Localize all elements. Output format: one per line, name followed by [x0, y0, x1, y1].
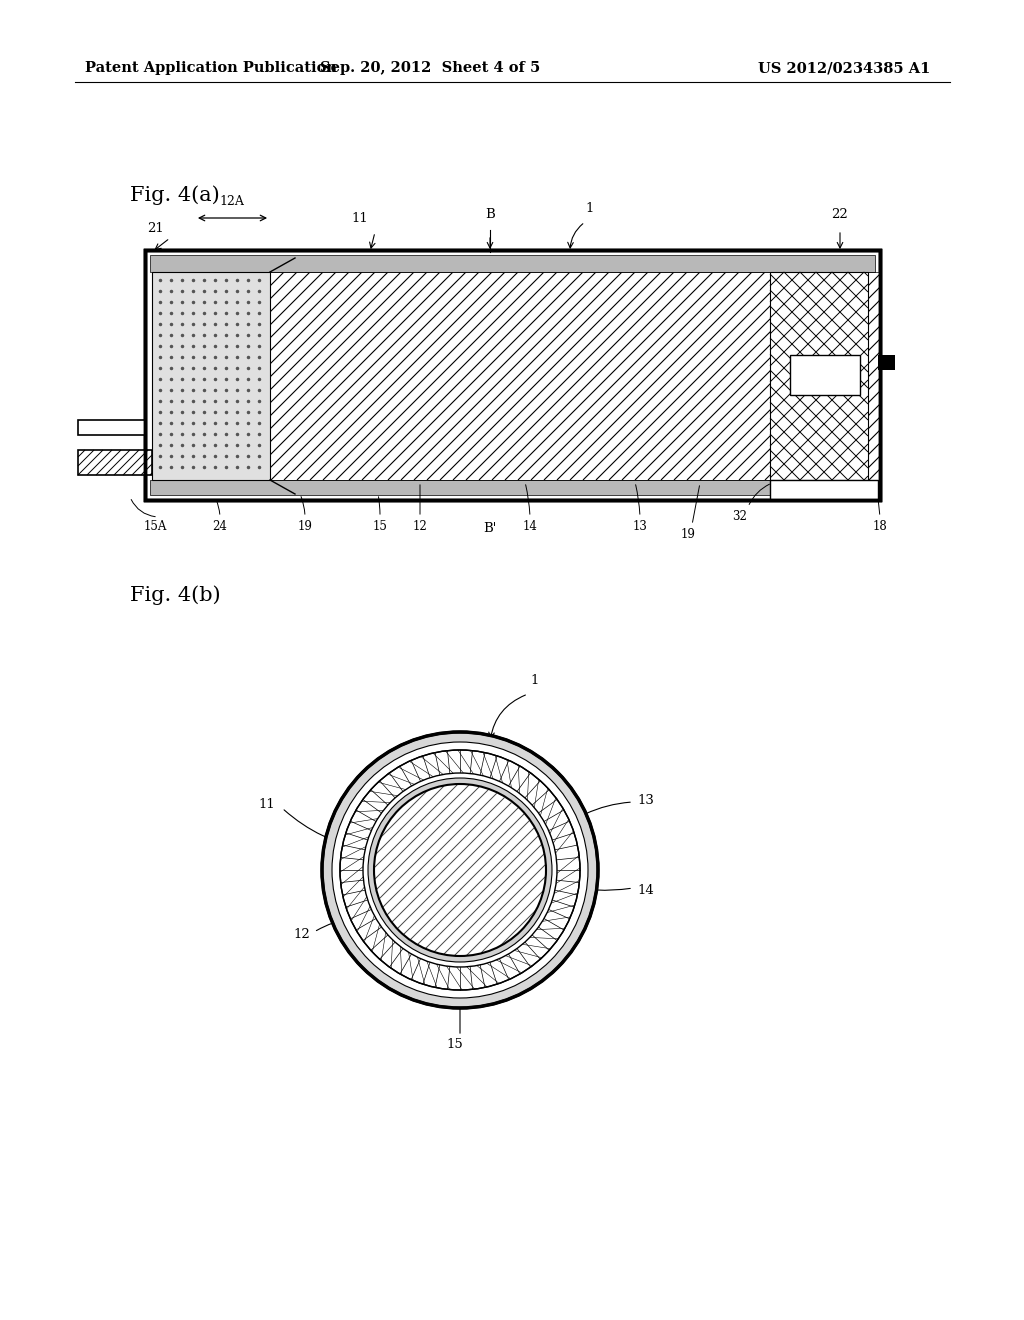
Bar — [270, 272, 880, 480]
Circle shape — [332, 742, 588, 998]
Text: 15A: 15A — [143, 520, 167, 533]
Text: 19: 19 — [681, 528, 695, 541]
Circle shape — [322, 733, 598, 1008]
Bar — [878, 355, 895, 370]
Text: 12A: 12A — [219, 195, 245, 209]
Text: US 2012/0234385 A1: US 2012/0234385 A1 — [758, 61, 930, 75]
Text: 14: 14 — [638, 883, 654, 896]
Text: 22: 22 — [831, 209, 848, 220]
Text: 15: 15 — [373, 520, 387, 533]
Circle shape — [368, 777, 552, 962]
Text: 19: 19 — [298, 520, 312, 533]
Bar — [770, 272, 868, 480]
Text: Patent Application Publication: Patent Application Publication — [85, 61, 337, 75]
Bar — [78, 420, 145, 436]
Text: 32: 32 — [732, 510, 748, 523]
Text: 12: 12 — [413, 520, 427, 533]
Text: Fig. 4(b): Fig. 4(b) — [130, 585, 220, 605]
Bar — [78, 450, 152, 475]
Text: 13: 13 — [638, 793, 654, 807]
Bar — [790, 355, 860, 395]
Circle shape — [362, 774, 557, 968]
Text: 1: 1 — [530, 675, 540, 686]
Bar — [145, 249, 880, 500]
Circle shape — [374, 784, 546, 956]
Text: 13: 13 — [633, 520, 647, 533]
Bar — [150, 480, 874, 495]
Bar — [770, 272, 868, 480]
Text: 12: 12 — [294, 928, 310, 941]
Text: 15: 15 — [446, 1038, 464, 1051]
Bar — [270, 272, 880, 480]
Bar — [145, 249, 880, 500]
Text: Fig. 4(a): Fig. 4(a) — [130, 185, 220, 205]
Text: 1: 1 — [586, 202, 594, 215]
Text: 21: 21 — [146, 222, 164, 235]
Circle shape — [340, 750, 580, 990]
Text: Sep. 20, 2012  Sheet 4 of 5: Sep. 20, 2012 Sheet 4 of 5 — [319, 61, 540, 75]
Text: 11: 11 — [259, 799, 275, 812]
Bar — [152, 272, 270, 480]
Text: 11: 11 — [351, 213, 369, 224]
Bar — [150, 255, 874, 272]
Text: 14: 14 — [522, 520, 538, 533]
Text: 18: 18 — [872, 520, 888, 533]
Text: 24: 24 — [213, 520, 227, 533]
Text: B': B' — [483, 521, 497, 535]
Text: B: B — [485, 209, 495, 220]
Bar — [770, 480, 878, 500]
Bar — [145, 249, 880, 500]
